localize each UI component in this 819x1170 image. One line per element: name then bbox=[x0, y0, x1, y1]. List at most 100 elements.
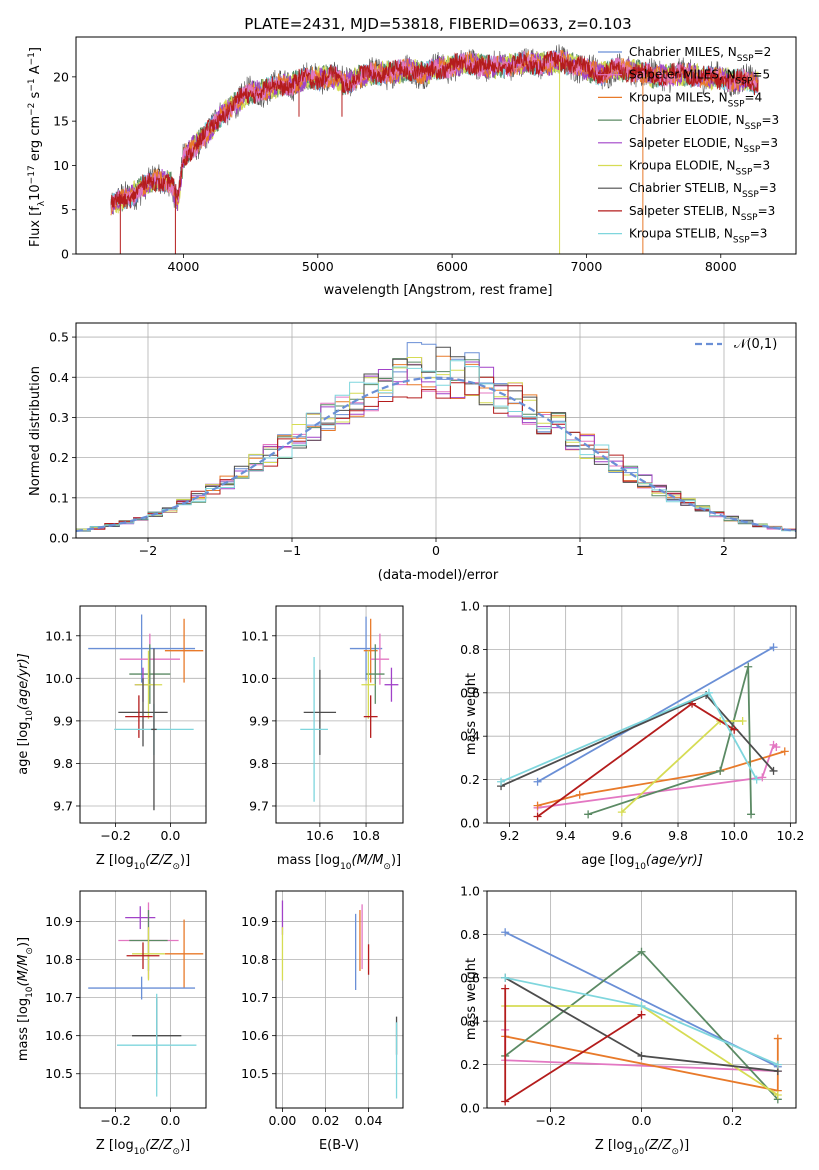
normal-curve bbox=[75, 376, 797, 533]
y-tick-label: 10.8 bbox=[45, 952, 73, 967]
plot-area bbox=[487, 605, 796, 824]
weight-marker bbox=[769, 766, 778, 775]
ticks: −0.2 0.0 9.7 9.8 9.9 10.0 10.1 bbox=[45, 628, 180, 843]
weight-line bbox=[500, 693, 775, 787]
histogram-ylabel: Normed distribution bbox=[28, 366, 43, 496]
x-tick-label: 6000 bbox=[436, 259, 468, 274]
errorbar-point bbox=[366, 644, 385, 704]
weight-marker bbox=[617, 808, 626, 817]
x-tick-label: 10.2 bbox=[776, 828, 804, 843]
y-tick-label: 10.1 bbox=[45, 628, 73, 643]
y-tick-label: 0.0 bbox=[49, 531, 69, 546]
x-tick-label: 10.8 bbox=[352, 828, 380, 843]
x-tick-label: 0.0 bbox=[632, 1113, 652, 1128]
errorbar-point bbox=[88, 976, 196, 1000]
mass-z-xlabel: Z [log10(Z/Z⊙)] bbox=[96, 1138, 190, 1157]
weight-marker bbox=[773, 1090, 782, 1099]
legend-label: Salpeter MILES, NSSP=5 bbox=[629, 68, 770, 87]
spectrum-line bbox=[110, 51, 759, 215]
x-tick-label: 0.02 bbox=[312, 1113, 340, 1128]
errorbar-point bbox=[384, 667, 399, 702]
errorbar-point bbox=[129, 644, 171, 704]
axes-frame bbox=[486, 605, 797, 824]
weight-marker bbox=[744, 662, 753, 671]
axes-frame bbox=[75, 322, 797, 539]
errorbar-point bbox=[125, 906, 156, 930]
weight-marker bbox=[501, 1097, 510, 1106]
weight-line bbox=[587, 666, 752, 816]
errorbar-point bbox=[116, 993, 197, 1097]
plot-area bbox=[110, 44, 759, 254]
x-tick-label: −0.2 bbox=[535, 1113, 565, 1128]
weight-marker bbox=[780, 747, 789, 756]
errorbar-point bbox=[164, 919, 204, 989]
ticks: 4000 5000 6000 7000 8000 0 5 10 15 20 bbox=[53, 69, 737, 274]
errorbar-point bbox=[300, 657, 328, 802]
y-tick-label: 0 bbox=[61, 247, 69, 262]
ticks: −0.2 0.0 0.2 0.0 0.2 0.4 0.6 0.8 1.0 bbox=[460, 884, 742, 1129]
plot-area bbox=[276, 606, 403, 823]
errorbar-point bbox=[118, 678, 168, 747]
errorbar-point bbox=[370, 633, 390, 685]
axes-frame bbox=[275, 890, 404, 1109]
y-tick-label: 0.6 bbox=[460, 970, 480, 985]
weight-line bbox=[621, 720, 743, 813]
y-tick-label: 10.5 bbox=[241, 1066, 269, 1081]
y-tick-label: 0.4 bbox=[49, 370, 69, 385]
residual-histogram-panel: (data-model)/error Normed distribution 𝒩… bbox=[28, 322, 797, 583]
age-mass-xlabel: mass [log10(M/M⊙)] bbox=[277, 853, 401, 872]
y-tick-label: 15 bbox=[53, 114, 69, 129]
y-tick-label: 10.8 bbox=[241, 952, 269, 967]
weight-marker bbox=[747, 810, 756, 819]
weight-marker bbox=[772, 743, 781, 752]
weight-marker bbox=[584, 810, 593, 819]
y-tick-label: 10.1 bbox=[241, 628, 269, 643]
x-tick-label: 5000 bbox=[302, 259, 334, 274]
spectrum-title: PLATE=2431, MJD=53818, FIBERID=0633, z=0… bbox=[244, 15, 631, 33]
errorbar-point bbox=[126, 942, 160, 970]
y-tick-label: 10.9 bbox=[45, 914, 73, 929]
weight-marker bbox=[501, 973, 510, 982]
y-tick-label: 0.0 bbox=[460, 1101, 480, 1116]
x-tick-label: 9.6 bbox=[612, 828, 632, 843]
plot-area bbox=[80, 891, 206, 1108]
spectrum-ylabel: Flux [fλ10−17 erg cm−2 s−1 A−1] bbox=[27, 47, 47, 247]
weight-marker bbox=[637, 1010, 646, 1019]
errorbar-point bbox=[363, 695, 378, 738]
weight-z-ylabel: mass weight bbox=[464, 958, 479, 1040]
weight-marker bbox=[769, 643, 778, 652]
y-tick-label: 0.5 bbox=[49, 330, 69, 345]
plot-area bbox=[487, 890, 796, 1109]
errorbar-point bbox=[303, 669, 337, 755]
weight-marker bbox=[501, 984, 510, 993]
weight-marker bbox=[533, 777, 542, 786]
y-tick-label: 0.2 bbox=[49, 450, 69, 465]
weight-marker bbox=[730, 725, 739, 734]
weight-marker bbox=[704, 688, 713, 697]
mass-vs-metallicity-panel: Z [log10(Z/Z⊙)] mass [log10(M/M⊙)] −0.2 0… bbox=[16, 890, 207, 1157]
weight-line bbox=[537, 646, 774, 783]
weight-marker bbox=[533, 801, 542, 810]
y-tick-label: 10.0 bbox=[45, 671, 73, 686]
age-z-ylabel: age [log10(age/yr)] bbox=[16, 653, 35, 775]
x-tick-label: 2 bbox=[720, 543, 728, 558]
errorbar-point bbox=[134, 650, 163, 719]
y-tick-label: 10.7 bbox=[45, 990, 73, 1005]
legend-label: Chabrier STELIB, NSSP=3 bbox=[629, 181, 777, 200]
y-tick-label: 0.1 bbox=[49, 490, 69, 505]
age-z-xlabel: Z [log10(Z/Z⊙)] bbox=[96, 853, 190, 872]
errorbar-point bbox=[151, 648, 157, 811]
weight-marker bbox=[738, 717, 747, 726]
weight-marker bbox=[501, 928, 510, 937]
spectrum-xlabel: wavelength [Angstrom, rest frame] bbox=[324, 283, 553, 298]
ticks: −0.2 0.0 10.5 10.6 10.7 10.8 10.9 bbox=[45, 914, 180, 1128]
legend-label: Kroupa MILES, NSSP=4 bbox=[629, 90, 762, 109]
x-tick-label: 9.4 bbox=[556, 828, 576, 843]
weight-marker bbox=[758, 773, 767, 782]
x-tick-label: −0.2 bbox=[100, 828, 130, 843]
y-tick-label: 0.0 bbox=[460, 816, 480, 831]
y-tick-label: 10.6 bbox=[241, 1028, 269, 1043]
x-tick-label: −0.2 bbox=[100, 1113, 130, 1128]
y-tick-label: 10.7 bbox=[241, 990, 269, 1005]
